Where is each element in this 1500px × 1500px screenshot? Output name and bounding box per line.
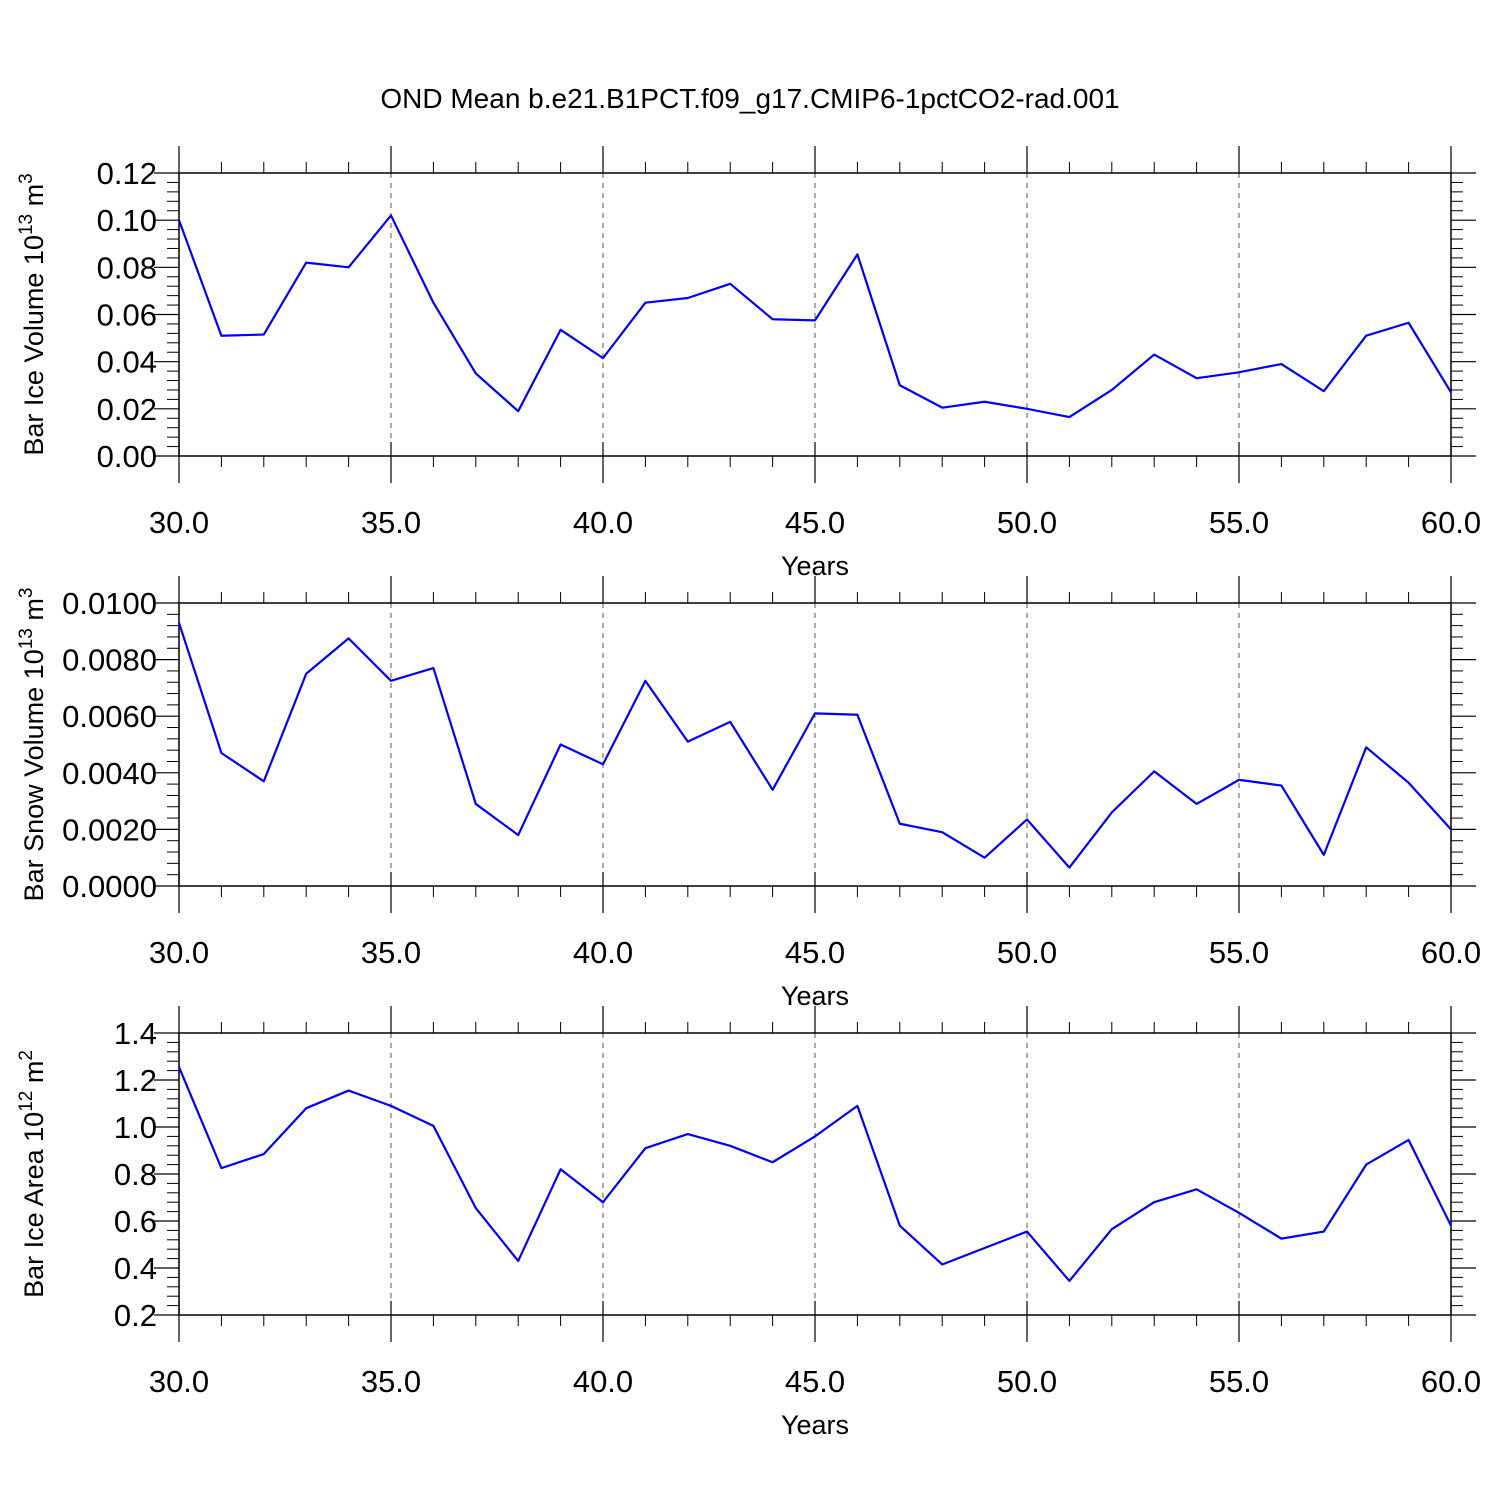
x-tick-label: 30.0 [149,935,209,970]
chart-title: OND Mean b.e21.B1PCT.f09_g17.CMIP6-1pctC… [380,83,1119,114]
y-axis-label-superscript: 13 [16,628,37,649]
x-tick-label: 45.0 [785,505,845,540]
y-tick-label: 0.08 [97,250,157,285]
series-line [177,214,1452,419]
y-tick-label: 0.8 [114,1157,157,1192]
y-axis-label-part: m [19,1061,49,1091]
x-tick-label: 50.0 [997,935,1057,970]
x-axis-label: Years [781,1410,849,1440]
y-axis-label: Bar Snow Volume 1013 m3 [16,588,49,902]
y-tick-label: 0.12 [97,156,157,191]
x-tick-label: 60.0 [1421,1364,1481,1399]
y-axis-label-superscript: 12 [16,1091,37,1112]
y-tick-label: 0.0000 [62,869,157,904]
y-axis-label-part: Bar Ice Area 10 [19,1112,49,1298]
y-tick-label: 0.0100 [62,586,157,621]
y-tick-label: 0.6 [114,1204,157,1239]
y-axis-label-part: m [19,598,49,628]
y-axis-label-superscript: 2 [16,1050,37,1061]
x-tick-label: 55.0 [1209,1364,1269,1399]
series-line [177,1066,1452,1283]
x-tick-label: 30.0 [149,1364,209,1399]
panel-1: 0.00 0.02 0.04 0.06 0.08 0.10 0.12 30.0 35.0 40.0… [16,146,1481,581]
y-tick-label: 1.2 [114,1063,157,1098]
y-axis-label-superscript: 13 [16,214,37,235]
x-tick-label: 45.0 [785,935,845,970]
y-axis-label-superscript: 3 [16,588,37,599]
y-axis-label-superscript: 3 [16,173,37,184]
x-tick-label: 55.0 [1209,505,1269,540]
x-tick-label: 35.0 [361,935,421,970]
y-axis-label: Bar Ice Volume 1013 m3 [16,173,49,455]
x-tick-label: 35.0 [361,1364,421,1399]
y-tick-label: 0.0040 [62,756,157,791]
x-tick-label: 60.0 [1421,935,1481,970]
y-tick-label: 0.4 [114,1251,157,1286]
y-tick-label: 0.0020 [62,812,157,847]
x-tick-label: 55.0 [1209,935,1269,970]
y-tick-label: 1.0 [114,1110,157,1145]
x-tick-label: 30.0 [149,505,209,540]
y-tick-label: 1.4 [114,1016,157,1051]
y-tick-label: 0.0060 [62,699,157,734]
series-line [177,622,1452,869]
y-tick-label: 0.02 [97,392,157,427]
y-axis-label-part: Bar Snow Volume 10 [19,649,49,901]
panel-3: 0.2 0.4 0.6 0.8 1.0 1.2 1.4 30.0 35.0 40.0 45.0 50.… [16,1006,1481,1440]
x-tick-label: 50.0 [997,1364,1057,1399]
y-tick-label: 0.04 [97,345,157,380]
y-tick-label: 0.06 [97,298,157,333]
y-axis-label-part: m [19,184,49,214]
x-tick-label: 50.0 [997,505,1057,540]
x-tick-label: 35.0 [361,505,421,540]
x-tick-label: 40.0 [573,1364,633,1399]
y-tick-label: 0.10 [97,203,157,238]
x-tick-label: 60.0 [1421,505,1481,540]
y-axis-label: Bar Ice Area 1012 m2 [16,1050,49,1298]
x-tick-label: 40.0 [573,935,633,970]
y-tick-label: 0.0080 [62,643,157,678]
y-tick-label: 0.2 [114,1298,157,1333]
panel-2: 0.0000 0.0020 0.0040 0.0060 0.0080 0.0100 30.0… [16,576,1481,1011]
y-axis-label-part: Bar Ice Volume 10 [19,235,49,456]
y-tick-label: 0.00 [97,439,157,474]
x-tick-label: 45.0 [785,1364,845,1399]
x-tick-label: 40.0 [573,505,633,540]
